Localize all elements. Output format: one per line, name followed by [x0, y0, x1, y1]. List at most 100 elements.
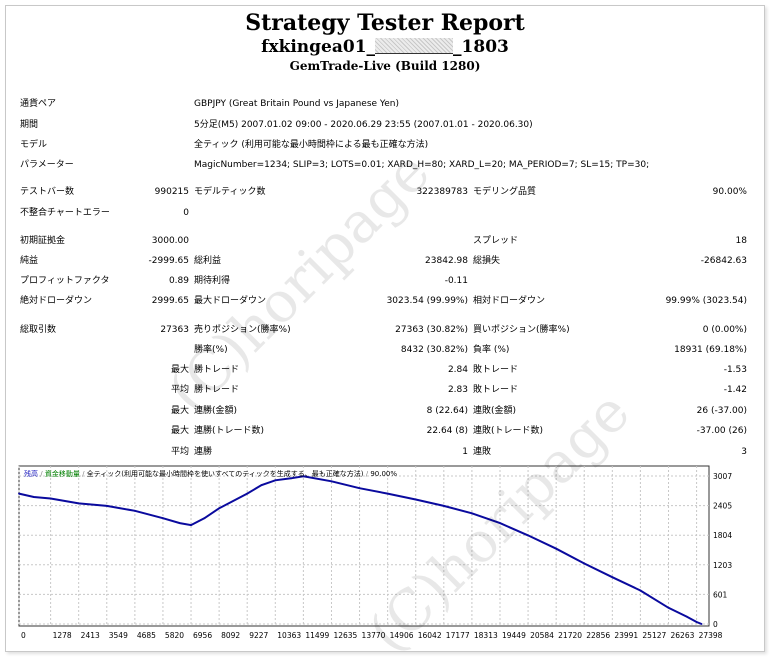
balance-point: [583, 562, 586, 565]
chart-legend: 残高 / 資金移動量 / 全ティック(利用可能な最小時間枠を使いすべてのティック…: [24, 470, 398, 478]
max-prefix-3: 最大: [170, 426, 189, 436]
balance-point: [695, 621, 698, 623]
y-tick-label: 3007: [713, 472, 732, 481]
max-dd-value: 3023.54 (99.99%): [386, 296, 468, 306]
long-value: 0 (0.00%): [702, 325, 747, 335]
winrate-label: 勝率(%): [194, 345, 228, 355]
consec-loss-amt-label: 連敗(金額): [473, 406, 517, 416]
period-label: 期間: [20, 120, 39, 130]
legend-quality: 90.00%: [370, 470, 398, 478]
avg-consec-win-label: 連勝: [194, 447, 213, 457]
gross-loss-label: 総損失: [473, 256, 501, 266]
y-tick-label: 2405: [713, 502, 732, 511]
avg-win-label: 勝トレード: [194, 385, 240, 395]
lossrate-label: 負率 (%): [473, 345, 510, 355]
quality-value: 90.00%: [712, 187, 747, 197]
balance-point: [330, 480, 333, 483]
x-tick-label: 20584: [530, 631, 554, 640]
x-tick-label: 16042: [418, 631, 442, 640]
legend-lots: 資金移動量: [44, 470, 80, 478]
balance-chart: 0 1278 2413 3549 4685 5820 6956 8092 9227 10363 11…: [18, 465, 740, 642]
balance-point: [190, 524, 192, 526]
y-tick-label: 601: [713, 590, 728, 599]
consec-win-amt-value: 8 (22.64): [426, 406, 468, 416]
ticks-value: 322389783: [416, 187, 468, 197]
deposit-value: 3000.00: [151, 236, 189, 246]
bars-label: テストバー数: [20, 187, 75, 197]
consec-win-amt-label: 連勝(金額): [194, 406, 238, 416]
x-tick-label: 25127: [642, 631, 666, 640]
balance-point: [77, 502, 80, 505]
avg-loss-value: -1.42: [723, 385, 747, 395]
balance-point: [611, 576, 614, 579]
avg-prefix-2: 平均: [170, 447, 189, 457]
max-loss-value: -1.53: [723, 365, 747, 375]
balance-point: [290, 477, 292, 480]
balance-point: [639, 589, 642, 592]
x-tick-label: 26263: [671, 631, 695, 640]
short-label: 売りポジション(勝率%): [194, 325, 291, 335]
x-tick-label: 12635: [333, 631, 357, 640]
x-tick-label: 27398: [699, 631, 723, 640]
balance-point: [246, 492, 249, 495]
x-tick-label: 18313: [474, 631, 498, 640]
balance-point: [386, 492, 389, 495]
subtitle-suffix: _1803: [453, 37, 509, 57]
x-tick-label: 23991: [614, 631, 638, 640]
rel-dd-value: 99.99% (3023.54): [665, 296, 747, 306]
deposit-label: 初期証拠金: [20, 236, 66, 246]
legend-model: 全ティック(利用可能な最小時間枠を使いすべてのティックを生成する、最も正確な方法…: [86, 470, 364, 478]
max-win-value: 2.84: [447, 365, 468, 375]
x-tick-label: 8092: [221, 631, 240, 640]
balance-point: [105, 504, 108, 507]
avg-loss-label: 敗トレード: [473, 385, 519, 395]
balance-point: [218, 507, 221, 510]
ticks-label: モデルティック数: [194, 187, 266, 197]
x-tick-label: 10363: [277, 631, 301, 640]
redacted-name-block: [375, 38, 454, 54]
trades-label: 総取引数: [20, 325, 57, 335]
max-prefix: 最大: [170, 365, 189, 375]
expected-label: 期待利得: [194, 276, 231, 286]
consec-win-cnt-label: 連勝(トレード数): [194, 426, 265, 436]
balance-point: [203, 517, 206, 520]
trades-value: 27363: [160, 325, 189, 335]
balance-point: [499, 522, 501, 525]
x-tick-label: 5820: [165, 631, 184, 640]
legend-balance: 残高: [24, 470, 38, 478]
max-loss-label: 敗トレード: [473, 365, 519, 375]
consec-loss-cnt-value: -37.00 (26): [696, 426, 747, 436]
x-tick-label: 13770: [362, 631, 386, 640]
balance-point: [685, 615, 688, 618]
balance-point: [49, 497, 52, 500]
max-prefix-2: 最大: [170, 406, 189, 416]
balance-point: [260, 484, 263, 487]
consec-loss-amt-value: 26 (-37.00): [696, 406, 747, 416]
x-tick-label: 21720: [558, 631, 582, 640]
abs-dd-value: 2999.65: [151, 296, 189, 306]
spread-value: 18: [735, 236, 747, 246]
rel-dd-label: 相対ドローダウン: [473, 296, 546, 306]
quality-label: モデリング品質: [473, 187, 537, 197]
x-tick-label: 6956: [193, 631, 212, 640]
balance-point: [471, 512, 473, 515]
avg-consec-loss-value: 3: [741, 447, 747, 457]
x-tick-label: 11499: [305, 631, 329, 640]
errors-label: 不整合チャートエラー: [20, 208, 110, 218]
balance-point: [667, 606, 670, 609]
balance-point: [178, 522, 181, 525]
params-value: MagicNumber=1234; SLIP=3; LOTS=0.01; XAR…: [194, 160, 650, 170]
gross-loss-value: -26842.63: [700, 256, 747, 266]
balance-point: [527, 534, 529, 537]
avg-win-value: 2.83: [447, 385, 468, 395]
balance-point: [358, 487, 361, 490]
balance-chart-svg: 0 1278 2413 3549 4685 5820 6956 8092 9227 10363 11…: [18, 465, 732, 640]
x-tick-label: 22856: [586, 631, 610, 640]
bars-value: 990215: [154, 187, 189, 197]
report-subtitle: fxkingea01_ _1803: [0, 37, 770, 57]
balance-point: [555, 547, 558, 550]
pair-value: GBPJPY (Great Britain Pound vs Japanese …: [194, 99, 399, 109]
errors-value: 0: [183, 208, 189, 218]
report-title: Strategy Tester Report: [245, 10, 525, 36]
balance-point: [32, 496, 35, 498]
